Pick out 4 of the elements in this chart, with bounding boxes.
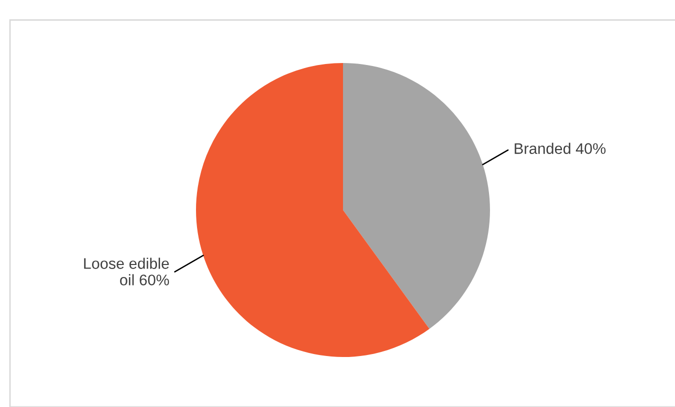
pie-slice	[196, 63, 430, 357]
slice-label: Loose edible oil 60%	[84, 258, 169, 286]
slice-label: Branded 40%	[514, 142, 606, 154]
pie-slice	[343, 63, 490, 329]
